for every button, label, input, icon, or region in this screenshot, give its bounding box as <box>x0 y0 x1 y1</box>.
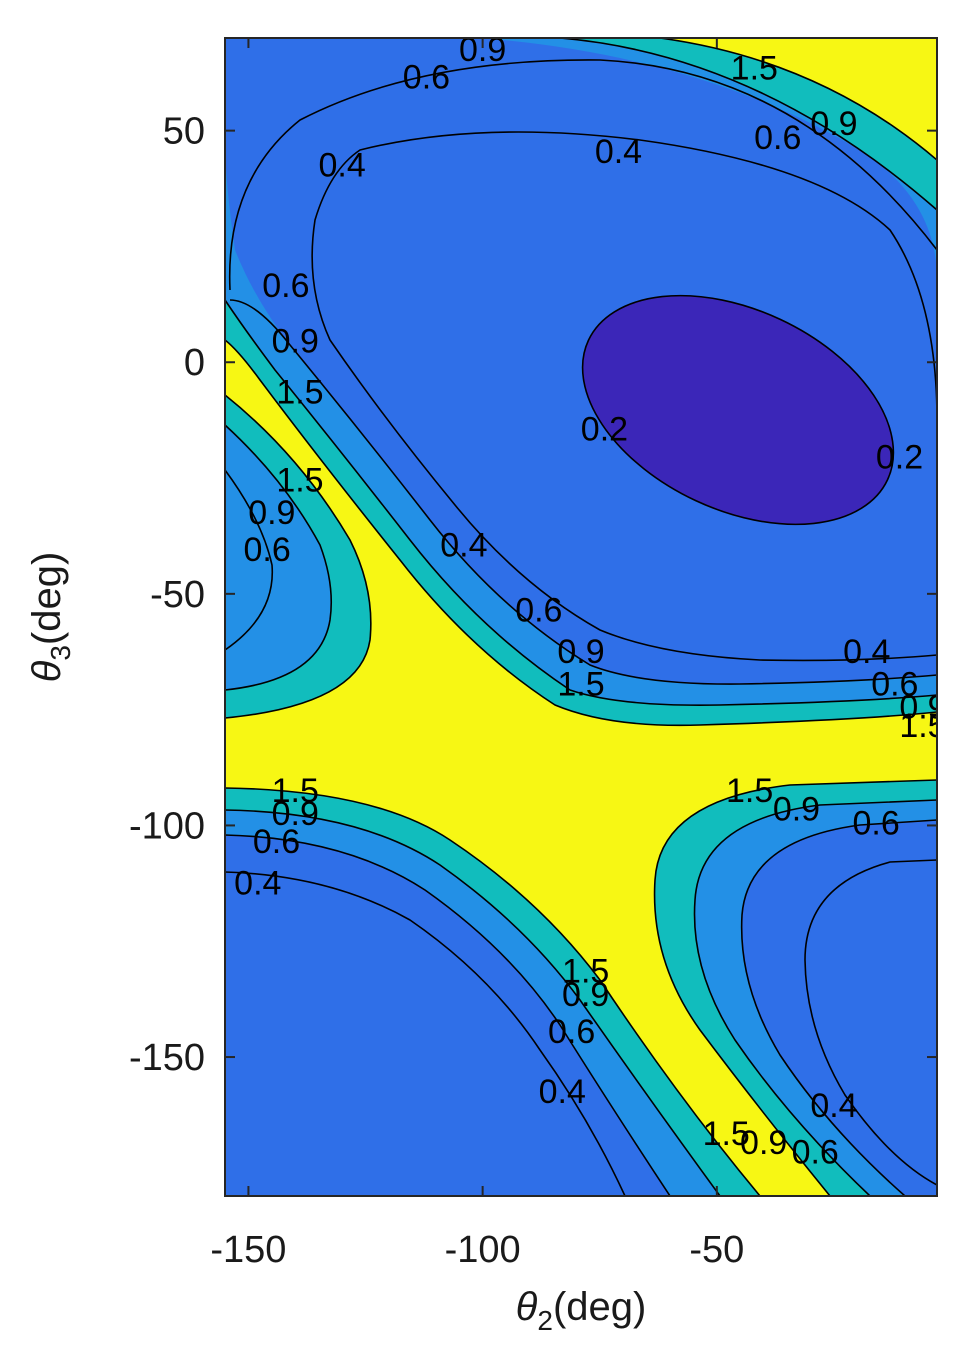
y-axis-title-symbol: θ <box>25 660 69 682</box>
contour-label: 0.6 <box>792 1133 839 1171</box>
fill-region-0.2-0.6-left <box>225 470 273 650</box>
axes-box <box>224 37 938 1197</box>
contour-label: 0.6 <box>754 119 801 157</box>
contour-label: 0.6 <box>403 59 450 97</box>
contour-label: 0.9 <box>740 1124 787 1162</box>
y-axis-title: θ3(deg) <box>25 552 76 683</box>
contour-line-0.6-lower-left <box>225 834 671 1196</box>
x-axis-title: θ2(deg) <box>516 1285 647 1336</box>
contour-label: 0.2 <box>876 438 923 476</box>
contour-line-1.5-upper <box>659 38 937 161</box>
contour-label: 0.6 <box>244 531 291 569</box>
contour-line-1.5-lower-right <box>653 779 937 1196</box>
contour-line-0.6-upper-lower-edge <box>229 299 937 685</box>
y-tick-label: 50 <box>163 111 205 153</box>
contour-line-1.5-lower-left <box>225 787 761 1196</box>
contour-label: 0.9 <box>562 976 609 1014</box>
contour-label: 0.6 <box>852 804 899 842</box>
fill-region-0.2-0.6-lower-right <box>741 820 937 1196</box>
contour-label: 1.5 <box>731 49 778 87</box>
contour-line-0.9-left <box>225 424 333 691</box>
contour-label-layer: 0.9 1.50.60.4 0.6 0.90.40.60.91.50.20.21.50… <box>234 31 946 1171</box>
y-tick-label: -150 <box>129 1037 205 1079</box>
y-axis: -150 -100 -50 0 50 <box>129 111 937 1079</box>
contour-label: 0.4 <box>539 1073 586 1111</box>
y-tick-label: -50 <box>150 574 205 616</box>
fill-region-0.2-0.6-lower-left <box>225 835 670 1196</box>
contour-line-0.9-lower-left <box>225 809 721 1196</box>
contour-label: 0.6 <box>253 823 300 861</box>
contour-lines <box>225 38 937 1196</box>
contour-line-0.4-upper <box>311 131 937 662</box>
contour-label: 0.4 <box>810 1087 857 1125</box>
contour-label: 0.4 <box>595 133 642 171</box>
contour-line-1.5-upper-lower-edge <box>225 339 937 727</box>
contour-label: 1.5 <box>557 665 604 703</box>
x-axis-title-symbol: θ <box>516 1285 538 1329</box>
contour-plot-area: 0.9 1.50.60.4 0.6 0.90.40.60.91.50.20.21.50… <box>225 31 946 1196</box>
fill-region-0.2-0.6-upper <box>225 38 937 685</box>
contour-label: 0.6 <box>548 1013 595 1051</box>
contour-line-0.4-lower-right <box>804 859 937 1186</box>
contour-label: 1.5 <box>899 707 946 745</box>
x-tick-label: -150 <box>210 1229 286 1271</box>
contour-label: 1.5 <box>726 772 773 810</box>
contour-label: 0.4 <box>318 147 365 185</box>
contour-label: 1.5 <box>703 1115 750 1153</box>
x-axis-title-subscript: 2 <box>537 1305 553 1336</box>
x-tick-label: -50 <box>689 1229 744 1271</box>
x-tick-label: -100 <box>445 1229 521 1271</box>
y-tick-label: 0 <box>184 342 205 384</box>
contour-line-0.6-left <box>225 469 274 651</box>
contour-line-0.6-upper <box>228 59 937 291</box>
contour-line-0.9-upper <box>559 38 937 211</box>
contour-label: 0.9 <box>810 105 857 143</box>
contour-label: 0.6 <box>871 665 918 703</box>
contour-label: 0.9 <box>272 323 319 361</box>
contour-label: 0.6 <box>515 591 562 629</box>
contour-label: 1.5 <box>272 772 319 810</box>
contour-label: 0.6 <box>262 267 309 305</box>
contour-label: 0.4 <box>234 865 281 903</box>
contour-label: 0.9 <box>557 633 604 671</box>
x-axis-title-unit: (deg) <box>553 1285 646 1329</box>
contour-label: 0.9 <box>272 795 319 833</box>
x-axis: -150 -100 -50 <box>210 38 744 1271</box>
contour-line-0.2 <box>581 294 895 526</box>
contour-label: 0.2 <box>581 411 628 449</box>
fill-region-below-0.2 <box>582 295 894 525</box>
contour-label: 0.9 <box>899 689 946 727</box>
contour-line-0.9-lower-right <box>693 799 937 1196</box>
contour-label: 1.5 <box>276 374 323 412</box>
contour-label: 0.9 <box>459 31 506 69</box>
contour-label: 0.9 <box>773 791 820 829</box>
contour-line-0.4-lower-left <box>225 871 626 1196</box>
contour-line-1.5-left <box>225 394 372 719</box>
y-axis-title-unit: (deg) <box>25 552 69 645</box>
y-axis-title-subscript: 3 <box>45 645 76 661</box>
contour-line-0.6-lower-right <box>740 819 937 1196</box>
contour-line-0.9-upper-lower-edge <box>225 299 937 706</box>
contour-label: 1.5 <box>562 953 609 991</box>
y-tick-label: -100 <box>129 805 205 847</box>
contour-label: 1.5 <box>276 462 323 500</box>
contour-label: 0.9 <box>248 494 295 532</box>
contour-label: 0.4 <box>440 527 487 565</box>
contour-label: 0.4 <box>843 633 890 671</box>
